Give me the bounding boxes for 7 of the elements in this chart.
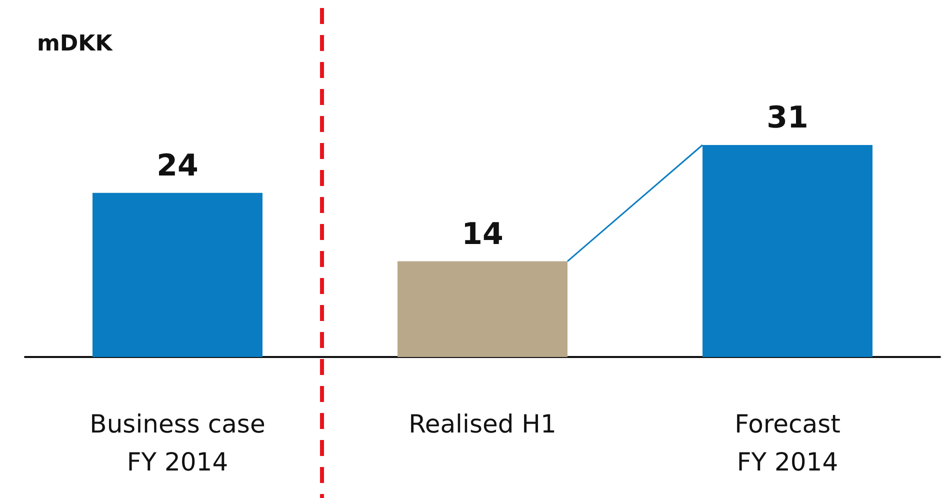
data-label: 24: [156, 148, 198, 184]
x-tick-label: Forecast FY 2014: [734, 410, 841, 476]
x-tick-label: Realised H1: [408, 410, 556, 438]
data-label: 14: [462, 216, 504, 252]
y-axis-title: mDKK: [37, 32, 114, 56]
data-label: 31: [766, 100, 808, 136]
x-tick-label: Business case FY 2014: [90, 410, 266, 476]
